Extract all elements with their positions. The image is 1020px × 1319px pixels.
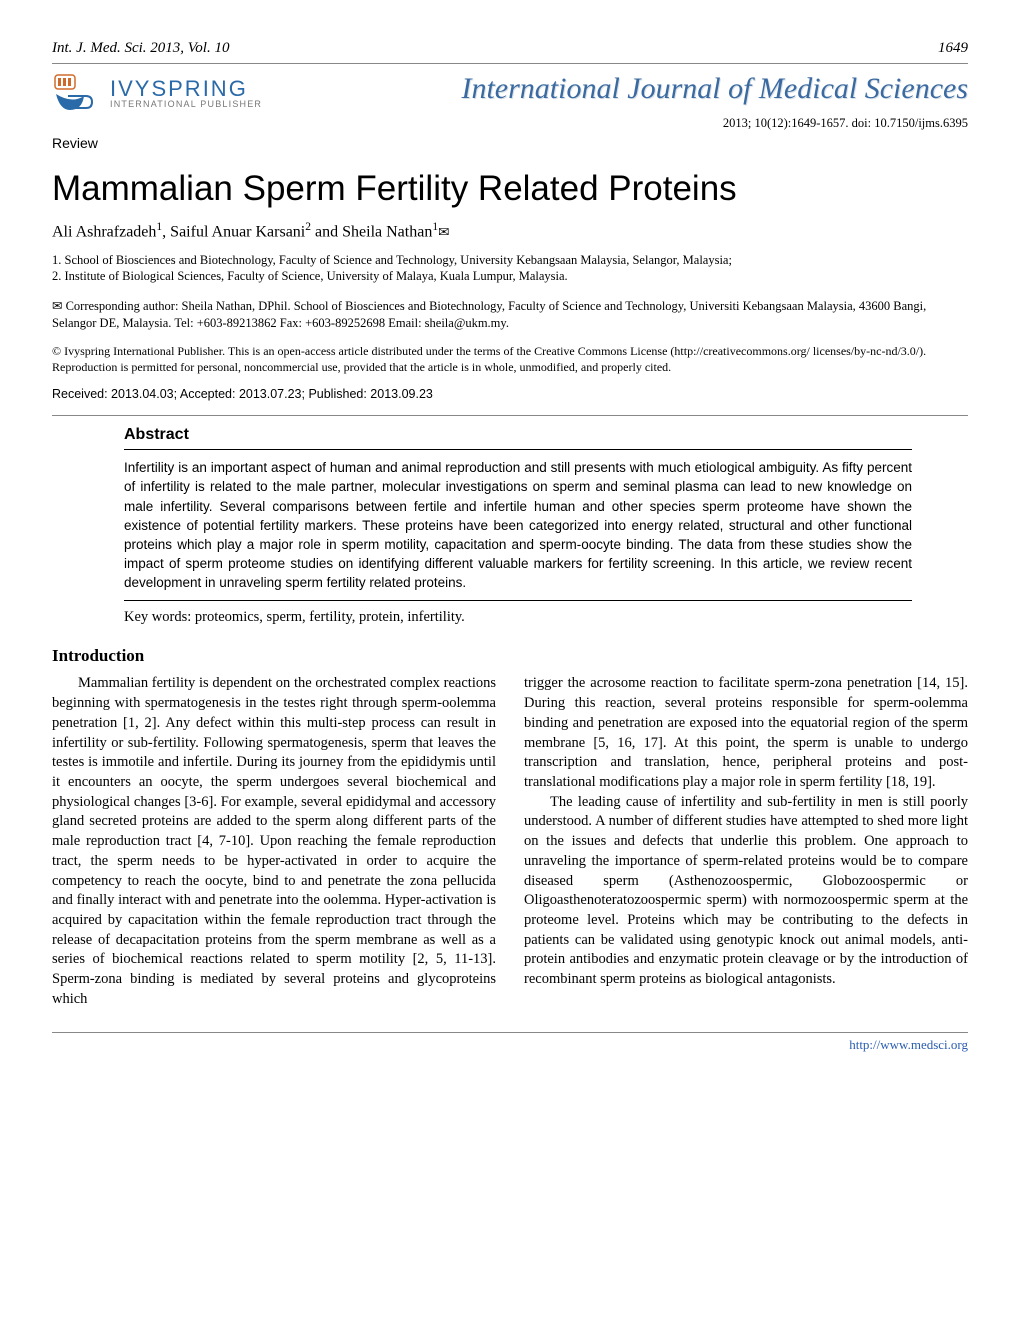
affiliations: 1. School of Biosciences and Biotechnolo… [52,253,968,284]
corresponding-author: ✉ Corresponding author: Sheila Nathan, D… [52,298,968,332]
masthead: IVYSPRING INTERNATIONAL PUBLISHER Intern… [52,72,968,114]
abstract-rule [124,449,912,450]
intro-paragraph-1-cont: trigger the acrosome reaction to facilit… [524,674,968,792]
body-columns: Mammalian fertility is dependent on the … [52,674,968,1009]
abstract-rule-bottom [124,600,912,601]
abstract-block: Abstract Infertility is an important asp… [124,426,912,601]
header-rule [52,63,968,64]
article-title: Mammalian Sperm Fertility Related Protei… [52,169,968,209]
journal-meta: 2013; 10(12):1649-1657. doi: 10.7150/ijm… [52,116,968,131]
license-text: © Ivyspring International Publisher. Thi… [52,344,968,375]
column-left: Mammalian fertility is dependent on the … [52,674,496,1009]
footer-url-link[interactable]: http://www.medsci.org [849,1037,968,1053]
authors: Ali Ashrafzadeh1, Saiful Anuar Karsani2 … [52,221,968,241]
affiliation-2: 2. Institute of Biological Sciences, Fac… [52,269,968,284]
article-dates: Received: 2013.04.03; Accepted: 2013.07.… [52,387,968,401]
article-type: Review [52,135,968,151]
footer: http://www.medsci.org [52,1032,968,1053]
ivyspring-logo-icon [52,72,104,114]
running-header-right: 1649 [938,40,968,57]
publisher-logo-block: IVYSPRING INTERNATIONAL PUBLISHER [52,72,262,114]
intro-paragraph-1: Mammalian fertility is dependent on the … [52,674,496,1009]
running-header-left: Int. J. Med. Sci. 2013, Vol. 10 [52,40,229,57]
column-right: trigger the acrosome reaction to facilit… [524,674,968,1009]
keywords: Key words: proteomics, sperm, fertility,… [124,609,912,626]
abstract-text: Infertility is an important aspect of hu… [124,458,912,592]
affiliation-1: 1. School of Biosciences and Biotechnolo… [52,253,968,268]
running-header: Int. J. Med. Sci. 2013, Vol. 10 1649 [52,40,968,57]
abstract-heading: Abstract [124,426,912,444]
publisher-brand: IVYSPRING [110,78,262,100]
intro-paragraph-2: The leading cause of infertility and sub… [524,793,968,990]
publisher-subbrand: INTERNATIONAL PUBLISHER [110,100,262,109]
section-heading-introduction: Introduction [52,646,968,666]
journal-title: International Journal of Medical Science… [461,72,968,106]
rule-above-abstract [52,415,968,416]
